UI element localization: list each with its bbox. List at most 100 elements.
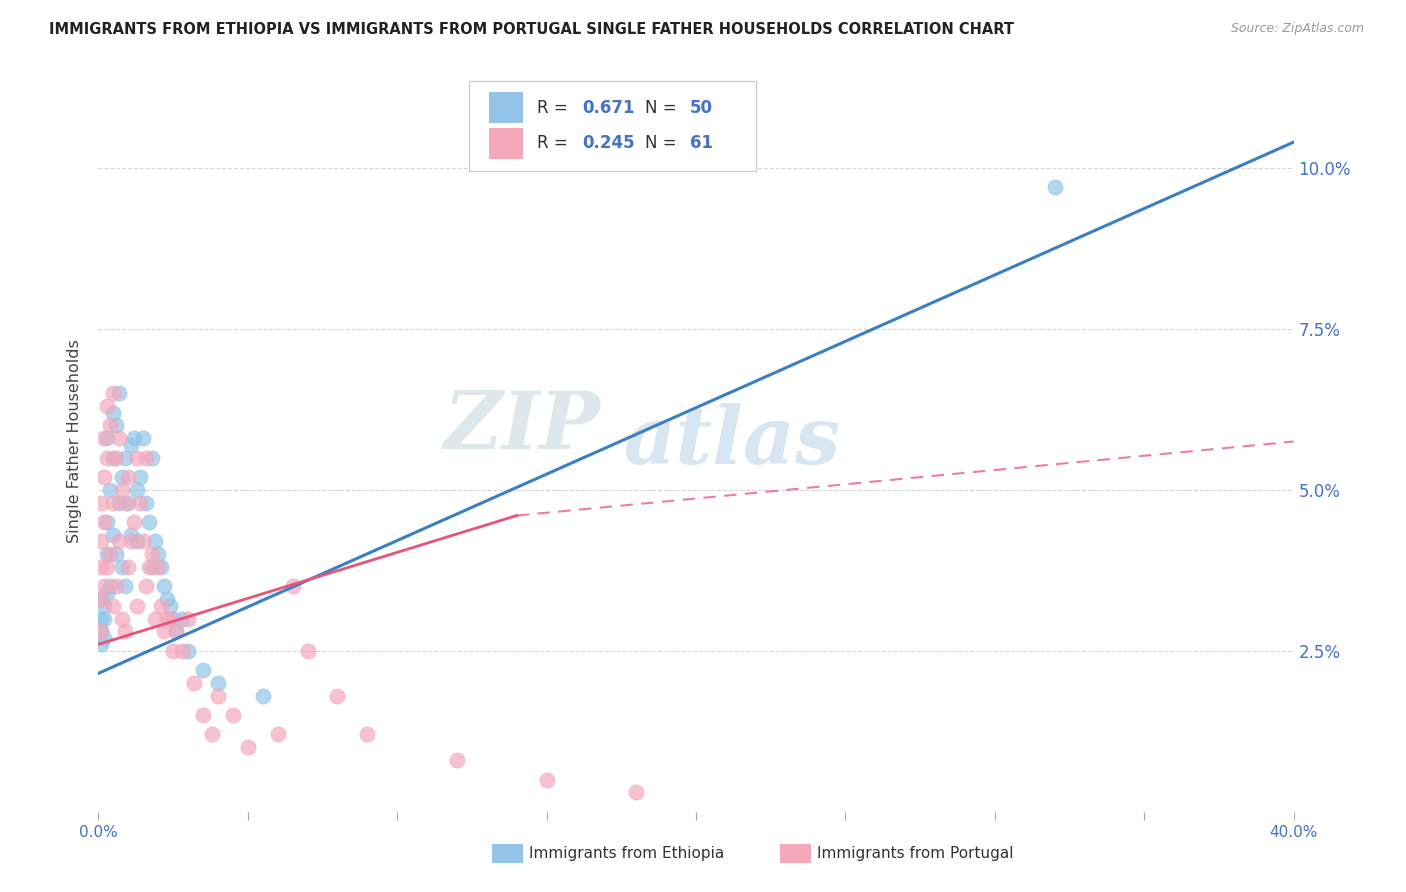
Point bbox=[252, 689, 274, 703]
Point bbox=[96, 399, 118, 413]
Point bbox=[90, 611, 112, 625]
Point bbox=[177, 611, 200, 625]
Point bbox=[135, 496, 157, 510]
Point bbox=[132, 431, 155, 445]
Point bbox=[105, 418, 128, 433]
Point bbox=[127, 599, 149, 613]
Text: 61: 61 bbox=[690, 134, 713, 153]
Point bbox=[93, 470, 115, 484]
Point bbox=[135, 579, 157, 593]
Point bbox=[120, 528, 142, 542]
Point bbox=[153, 579, 176, 593]
Point bbox=[90, 534, 112, 549]
Point bbox=[108, 431, 131, 445]
Point bbox=[120, 534, 142, 549]
Point bbox=[281, 579, 304, 593]
Point bbox=[93, 431, 115, 445]
Point bbox=[108, 386, 131, 401]
FancyBboxPatch shape bbox=[489, 92, 523, 123]
Text: N =: N = bbox=[644, 99, 682, 117]
Point bbox=[165, 624, 187, 639]
Point bbox=[132, 534, 155, 549]
Point bbox=[108, 496, 131, 510]
Point bbox=[90, 592, 112, 607]
Point bbox=[141, 560, 163, 574]
Point bbox=[143, 534, 166, 549]
Text: Source: ZipAtlas.com: Source: ZipAtlas.com bbox=[1230, 22, 1364, 36]
Point bbox=[162, 644, 184, 658]
Point bbox=[96, 431, 118, 445]
Point bbox=[536, 772, 558, 787]
Point bbox=[356, 727, 378, 741]
Point bbox=[153, 624, 176, 639]
Point bbox=[103, 406, 125, 420]
Point bbox=[156, 611, 179, 625]
Point bbox=[326, 689, 349, 703]
Point bbox=[103, 528, 125, 542]
Point bbox=[93, 611, 115, 625]
Point bbox=[135, 450, 157, 465]
Point bbox=[93, 599, 115, 613]
Text: R =: R = bbox=[537, 99, 574, 117]
FancyBboxPatch shape bbox=[470, 81, 756, 171]
Point bbox=[117, 496, 139, 510]
Point bbox=[90, 624, 112, 639]
Point bbox=[297, 644, 319, 658]
Point bbox=[207, 689, 229, 703]
Point bbox=[117, 560, 139, 574]
Point bbox=[96, 515, 118, 529]
Point bbox=[141, 450, 163, 465]
Point bbox=[124, 431, 146, 445]
Point bbox=[96, 547, 118, 561]
Point bbox=[96, 450, 118, 465]
Point bbox=[105, 547, 128, 561]
Point bbox=[103, 386, 125, 401]
Point bbox=[90, 624, 112, 639]
Point bbox=[124, 515, 146, 529]
Text: 0.671: 0.671 bbox=[582, 99, 636, 117]
Point bbox=[93, 515, 115, 529]
Point bbox=[93, 631, 115, 645]
Text: Immigrants from Portugal: Immigrants from Portugal bbox=[817, 847, 1014, 861]
Point bbox=[191, 708, 214, 723]
Point bbox=[127, 483, 149, 497]
Text: ZIP: ZIP bbox=[443, 388, 600, 466]
Point bbox=[159, 599, 181, 613]
Point bbox=[143, 611, 166, 625]
Point bbox=[150, 599, 173, 613]
Point bbox=[207, 676, 229, 690]
Point bbox=[267, 727, 290, 741]
Point bbox=[127, 450, 149, 465]
Point bbox=[172, 611, 194, 625]
Y-axis label: Single Father Households: Single Father Households bbox=[67, 340, 83, 543]
Point bbox=[108, 534, 131, 549]
Point bbox=[191, 663, 214, 677]
Point bbox=[103, 496, 125, 510]
Point bbox=[138, 560, 160, 574]
Point bbox=[98, 579, 122, 593]
Point bbox=[148, 547, 170, 561]
Point bbox=[148, 560, 170, 574]
Text: IMMIGRANTS FROM ETHIOPIA VS IMMIGRANTS FROM PORTUGAL SINGLE FATHER HOUSEHOLDS CO: IMMIGRANTS FROM ETHIOPIA VS IMMIGRANTS F… bbox=[49, 22, 1014, 37]
Point bbox=[103, 599, 125, 613]
Text: atlas: atlas bbox=[624, 403, 842, 480]
Point bbox=[111, 560, 134, 574]
Point bbox=[162, 611, 184, 625]
Point bbox=[114, 579, 136, 593]
Point bbox=[111, 470, 134, 484]
Point bbox=[236, 740, 259, 755]
Point bbox=[90, 496, 112, 510]
Text: 50: 50 bbox=[690, 99, 713, 117]
Point bbox=[98, 483, 122, 497]
Point bbox=[90, 637, 112, 651]
Text: N =: N = bbox=[644, 134, 682, 153]
FancyBboxPatch shape bbox=[489, 128, 523, 159]
Point bbox=[96, 586, 118, 600]
Point bbox=[141, 547, 163, 561]
Point bbox=[114, 624, 136, 639]
Point bbox=[446, 753, 468, 767]
Point bbox=[111, 483, 134, 497]
Point bbox=[103, 450, 125, 465]
Point bbox=[114, 496, 136, 510]
Point bbox=[105, 450, 128, 465]
